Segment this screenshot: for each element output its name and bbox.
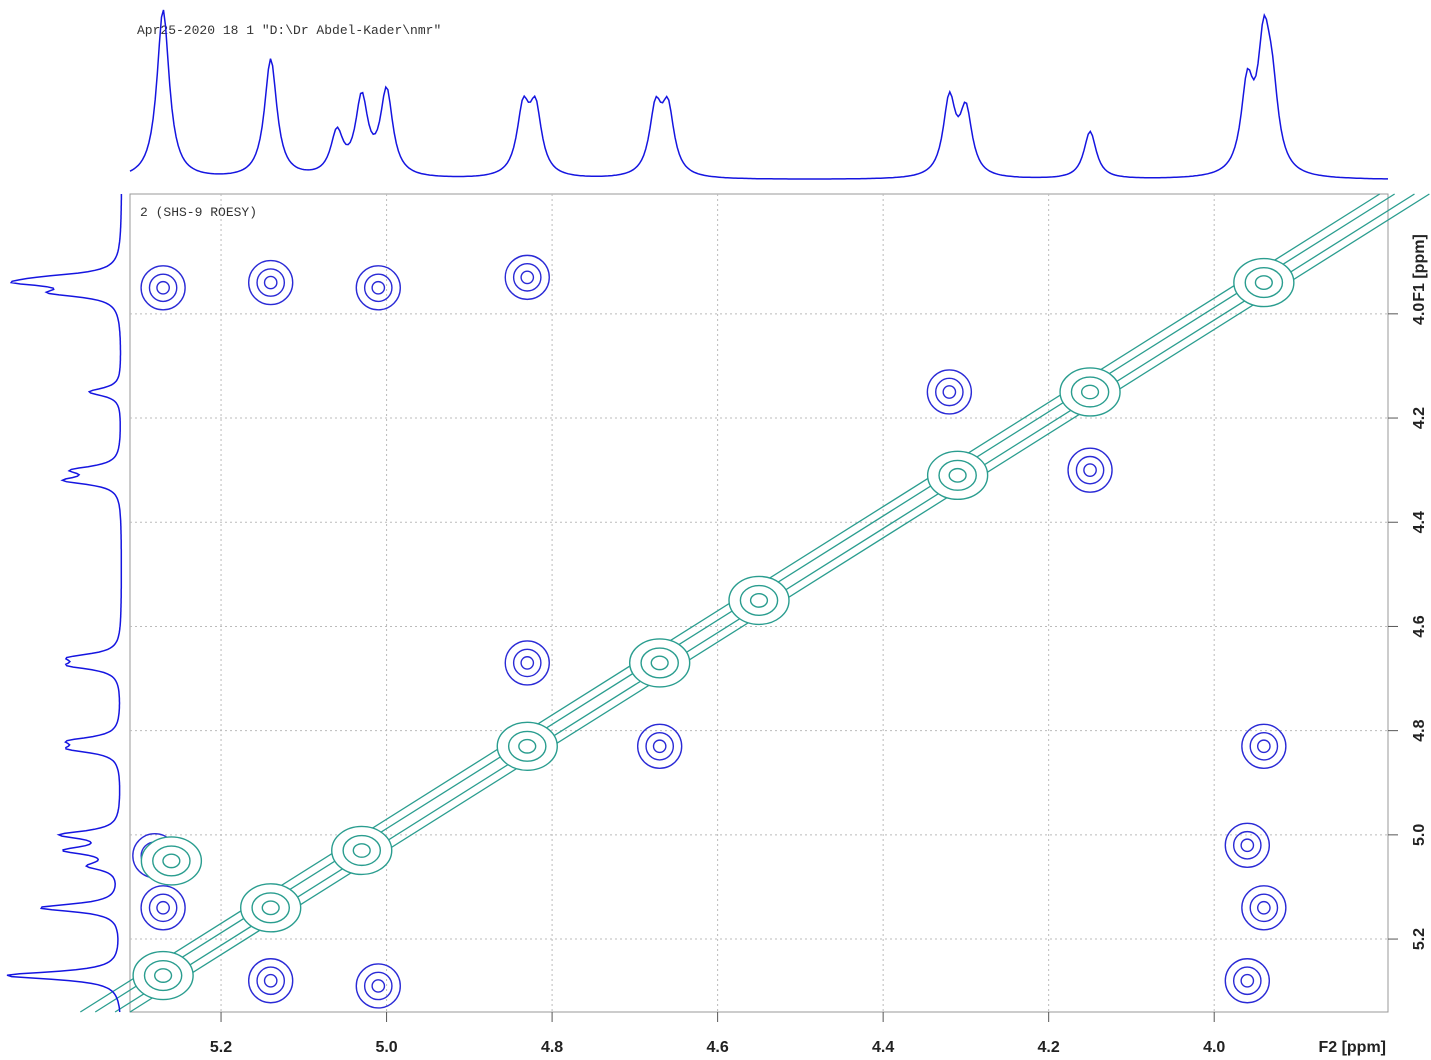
contour-peak <box>140 885 186 931</box>
contour-peak <box>143 959 183 992</box>
contour-peak <box>520 270 535 285</box>
contour-peak <box>1083 463 1097 478</box>
contour-peak <box>1224 822 1271 868</box>
contour-peak <box>355 963 401 1009</box>
plot-frame <box>129 193 1389 1013</box>
contour-peak <box>942 385 957 399</box>
contour-peak <box>504 640 550 686</box>
contour-peak <box>363 971 393 1001</box>
contour-peak <box>1232 966 1262 996</box>
x-tick-label: 5.0 <box>375 1039 397 1056</box>
header: Apr25-2020 18 1 "D:\Dr Abdel-Kader\nmr" <box>137 23 441 38</box>
contour-peak <box>371 280 386 295</box>
contour-peak <box>749 592 769 608</box>
contour-peak <box>1080 384 1100 400</box>
contour-peak <box>154 968 173 983</box>
contour-peak <box>251 892 290 924</box>
contour-peak <box>331 825 393 876</box>
contour-peak <box>1256 739 1271 754</box>
y-tick-label: 4.4 <box>1411 511 1428 533</box>
contour-peak <box>140 265 186 311</box>
contour-peak <box>650 655 669 671</box>
contour-peak <box>148 893 178 923</box>
contour-peak <box>1244 266 1284 299</box>
contour-peak <box>739 584 779 616</box>
contour-peak <box>1249 893 1279 923</box>
contour-peak <box>342 834 382 867</box>
x-tick-label: 4.0 <box>1203 1039 1225 1056</box>
contour-peak <box>507 730 547 762</box>
contour-peak <box>152 845 191 877</box>
contour-peak <box>1249 731 1279 761</box>
y-axis-label: F1 [ppm] <box>1411 234 1428 302</box>
projection-f2 <box>129 9 1388 180</box>
contour-peak <box>256 966 286 996</box>
y-tick-label: 4.8 <box>1411 719 1428 741</box>
contour-peak <box>1233 257 1295 308</box>
contour-peak <box>263 973 278 988</box>
contour-peak <box>636 723 683 769</box>
contour-peak <box>247 259 294 306</box>
contour-peak <box>948 467 967 483</box>
contour-peak <box>938 459 977 491</box>
contour-peak <box>1254 275 1273 290</box>
contour-peak <box>261 900 280 916</box>
contour-peak <box>1240 973 1255 988</box>
y-tick-label: 5.0 <box>1411 824 1428 846</box>
contour-peak <box>652 739 667 754</box>
x-tick-label: 5.2 <box>210 1039 232 1056</box>
contour-peak <box>156 900 170 915</box>
contour-peak <box>1224 958 1271 1004</box>
contour-peak <box>645 731 675 761</box>
y-tick-label: 4.6 <box>1411 615 1428 637</box>
contour-peak <box>640 647 679 679</box>
x-tick-label: 4.4 <box>872 1039 894 1056</box>
contour-peak <box>363 273 393 303</box>
y-tick-label: 4.0 <box>1411 303 1428 325</box>
contour-peak <box>239 883 302 933</box>
contour-peak <box>1059 367 1121 417</box>
contour-peak <box>496 721 558 771</box>
contour-peak <box>1241 885 1287 931</box>
contour-peak <box>926 450 989 501</box>
y-tick-label: 4.2 <box>1411 407 1428 429</box>
projection-f1 <box>6 194 123 1013</box>
contour-peak <box>140 836 203 886</box>
contour-peak <box>1067 447 1113 493</box>
contour-peak <box>1070 376 1110 408</box>
contour-peak <box>1256 900 1271 915</box>
contour-peak <box>256 268 286 297</box>
x-tick-label: 4.2 <box>1038 1039 1060 1056</box>
contour-peak <box>728 575 790 626</box>
contour-peak <box>520 656 535 670</box>
subtitle: 2 (SHS-9 ROESY) <box>140 205 257 220</box>
y-tick-label: 5.2 <box>1411 928 1428 950</box>
x-tick-label: 4.6 <box>706 1039 728 1056</box>
contour-peak <box>518 738 537 754</box>
contour-peak <box>148 273 178 303</box>
contour-peak <box>355 265 401 311</box>
contour-peak <box>247 958 294 1004</box>
contour-peak <box>504 254 550 301</box>
contour-peak <box>935 377 964 407</box>
x-tick-label: 4.8 <box>541 1039 563 1056</box>
contour-peak <box>132 950 194 1001</box>
contour-peak <box>156 280 170 295</box>
contour-peak <box>162 853 181 869</box>
contour-peak <box>926 369 973 415</box>
contour-peak <box>512 263 542 292</box>
contour-peak <box>371 979 386 993</box>
contour-peak <box>1241 723 1287 769</box>
x-axis-label: F2 [ppm] <box>1318 1039 1386 1056</box>
contour-peak <box>263 275 278 290</box>
contour-peak <box>1240 838 1255 853</box>
contour-peak <box>1075 455 1105 485</box>
contour-peak <box>628 638 691 688</box>
contour-peak <box>512 648 542 678</box>
contour-peak <box>1232 830 1262 860</box>
contour-peak <box>352 843 371 858</box>
